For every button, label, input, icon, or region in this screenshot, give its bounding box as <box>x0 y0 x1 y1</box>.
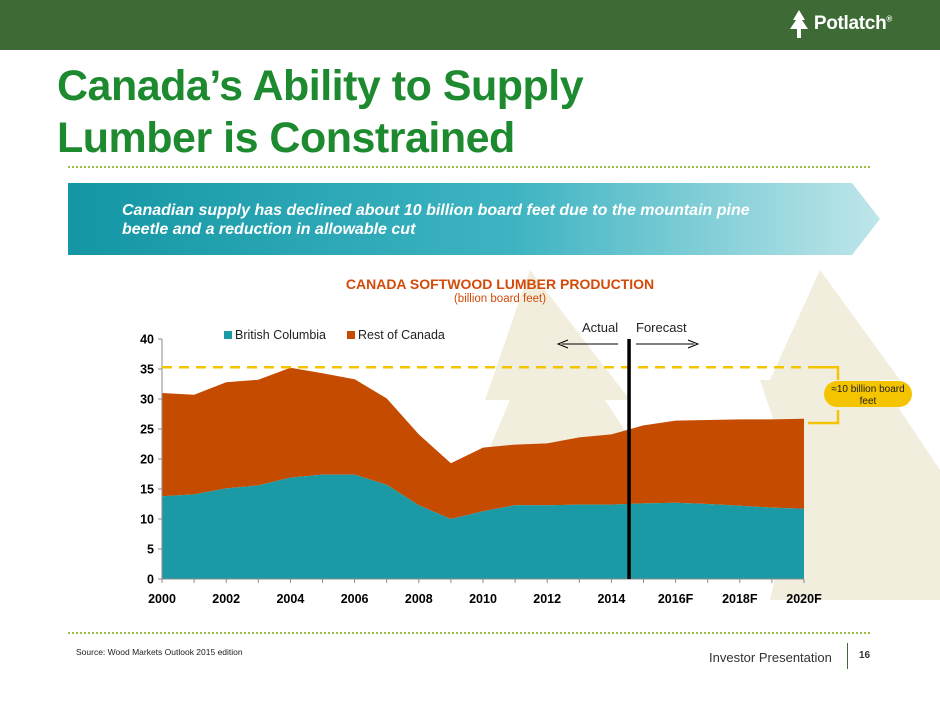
y-tick-label: 10 <box>140 513 154 527</box>
x-tick-label: 2010 <box>469 592 497 606</box>
legend-label-bc: British Columbia <box>235 328 327 342</box>
y-tick-label: 20 <box>140 453 154 467</box>
x-tick-label: 2012 <box>533 592 561 606</box>
top-divider <box>68 166 870 168</box>
legend-item-rest-of-canada: Rest of Canada <box>347 328 445 342</box>
area-rest-of-canada <box>162 367 804 519</box>
x-tick-label: 2014 <box>597 592 625 606</box>
y-tick-label: 30 <box>140 393 154 407</box>
y-tick-label: 5 <box>147 543 154 557</box>
slide-title-line1: Canada’s Ability to Supply <box>57 62 584 110</box>
header-bar: Potlatch® <box>0 0 940 50</box>
footer-label: Investor Presentation <box>709 650 832 665</box>
slide-title-line2: Lumber is Constrained <box>57 114 515 162</box>
source-note: Source: Wood Markets Outlook 2015 editio… <box>76 647 243 657</box>
x-tick-label: 2000 <box>148 592 176 606</box>
page-number: 16 <box>859 650 871 661</box>
legend-label-roc: Rest of Canada <box>358 328 445 342</box>
bracket-top <box>808 365 840 380</box>
forecast-arrow-head <box>687 339 700 349</box>
chart-title: CANADA SOFTWOOD LUMBER PRODUCTION <box>345 276 655 292</box>
x-tick-label: 2008 <box>405 592 433 606</box>
actual-arrow-head <box>556 339 569 349</box>
y-tick-label: 25 <box>140 423 154 437</box>
slide-title: Canada’s Ability to Supply Lumber is Con… <box>57 60 584 164</box>
y-tick-label: 35 <box>140 363 154 377</box>
potlatch-logo: Potlatch® <box>788 9 892 39</box>
legend-item-british-columbia: British Columbia <box>224 328 326 342</box>
x-tick-label: 2020F <box>786 592 822 606</box>
legend-swatch-roc <box>347 331 355 339</box>
legend-swatch-bc <box>224 331 232 339</box>
footer-divider <box>847 643 848 669</box>
tree-logo-icon <box>789 10 808 38</box>
x-tick-label: 2006 <box>341 592 369 606</box>
x-tick-label: 2004 <box>276 592 304 606</box>
logo-registered-mark: ® <box>886 14 892 24</box>
area-british-columbia <box>162 474 804 579</box>
key-message-banner: Canadian supply has declined about 10 bi… <box>68 183 880 255</box>
banner-text: Canadian supply has declined about 10 bi… <box>122 202 750 238</box>
bottom-divider <box>68 632 870 634</box>
x-tick-label: 2002 <box>212 592 240 606</box>
ten-billion-callout: ≈10 billion board feet <box>824 381 912 407</box>
tree-decoration-right <box>760 270 940 600</box>
x-tick-label: 2018F <box>722 592 758 606</box>
actual-label: Actual <box>582 320 619 335</box>
forecast-label: Forecast <box>636 320 687 335</box>
x-tick-label: 2016F <box>658 592 694 606</box>
logo-text: Potlatch <box>813 13 887 34</box>
y-tick-label: 15 <box>140 483 154 497</box>
bracket-bottom <box>808 410 840 425</box>
chart-subtitle: (billion board feet) <box>453 293 547 305</box>
y-tick-label: 0 <box>147 573 154 587</box>
y-tick-label: 40 <box>140 333 154 347</box>
